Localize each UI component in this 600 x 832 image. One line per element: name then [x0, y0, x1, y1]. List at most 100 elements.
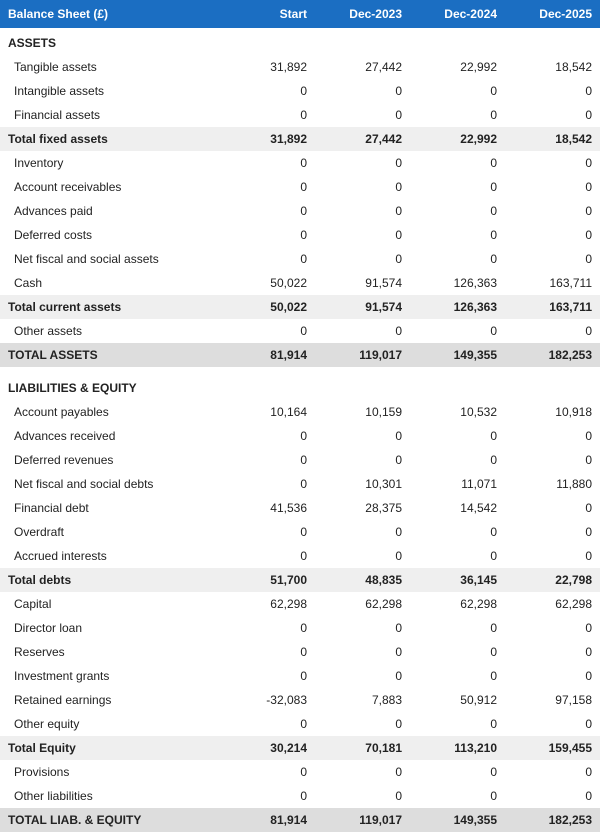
table-row: Account receivables0000 [0, 175, 600, 199]
table-row: Total fixed assets31,89227,44222,99218,5… [0, 127, 600, 151]
cell-value: 31,892 [220, 55, 315, 79]
header-title: Balance Sheet (£) [0, 0, 220, 28]
cell-value: 0 [505, 544, 600, 568]
cell-value: 97,158 [505, 688, 600, 712]
cell-value: 0 [410, 247, 505, 271]
row-label: Retained earnings [0, 688, 220, 712]
table-row: Net fiscal and social assets0000 [0, 247, 600, 271]
cell-value: 0 [505, 640, 600, 664]
cell-value: 0 [315, 223, 410, 247]
row-label: Other liabilities [0, 784, 220, 808]
cell-value: 0 [315, 760, 410, 784]
cell-value: 0 [410, 175, 505, 199]
table-row: Other liabilities0000 [0, 784, 600, 808]
cell-value: 0 [315, 448, 410, 472]
cell-value: 0 [220, 175, 315, 199]
cell-value: 126,363 [410, 295, 505, 319]
cell-value: 0 [505, 616, 600, 640]
table-row: Reserves0000 [0, 640, 600, 664]
cell-value: 0 [315, 616, 410, 640]
table-row: Advances received0000 [0, 424, 600, 448]
cell-value: 149,355 [410, 808, 505, 832]
cell-value: 0 [220, 223, 315, 247]
row-label: Total fixed assets [0, 127, 220, 151]
row-label: Total current assets [0, 295, 220, 319]
row-label: Advances paid [0, 199, 220, 223]
row-label: Reserves [0, 640, 220, 664]
table-row: Other assets0000 [0, 319, 600, 343]
cell-value: 0 [220, 199, 315, 223]
cell-value: 0 [505, 496, 600, 520]
cell-value: 0 [220, 784, 315, 808]
cell-value: 0 [505, 520, 600, 544]
cell-value: 0 [315, 199, 410, 223]
cell-value: 22,992 [410, 127, 505, 151]
cell-value: 81,914 [220, 343, 315, 367]
table-body: ASSETSTangible assets31,89227,44222,9921… [0, 28, 600, 832]
cell-value: 0 [410, 103, 505, 127]
cell-value: 0 [410, 664, 505, 688]
cell-value: 0 [505, 199, 600, 223]
table-row: Deferred revenues0000 [0, 448, 600, 472]
row-label: Account receivables [0, 175, 220, 199]
cell-value: 0 [220, 424, 315, 448]
cell-value: 27,442 [315, 127, 410, 151]
cell-value: 18,542 [505, 55, 600, 79]
row-label: Total debts [0, 568, 220, 592]
header-row: Balance Sheet (£) Start Dec-2023 Dec-202… [0, 0, 600, 28]
cell-value: 0 [505, 784, 600, 808]
cell-value: 62,298 [505, 592, 600, 616]
cell-value: 0 [410, 448, 505, 472]
table-row: Cash50,02291,574126,363163,711 [0, 271, 600, 295]
table-row: Investment grants0000 [0, 664, 600, 688]
row-label: Financial assets [0, 103, 220, 127]
cell-value: 0 [505, 448, 600, 472]
cell-value: 0 [315, 520, 410, 544]
cell-value: 62,298 [220, 592, 315, 616]
cell-value: 0 [315, 319, 410, 343]
cell-value: 70,181 [315, 736, 410, 760]
cell-value: 0 [315, 247, 410, 271]
cell-value: 50,022 [220, 271, 315, 295]
cell-value: 10,532 [410, 400, 505, 424]
cell-value: 91,574 [315, 271, 410, 295]
cell-value: 119,017 [315, 808, 410, 832]
section-label: ASSETS [0, 28, 600, 55]
table-row: TOTAL ASSETS81,914119,017149,355182,253 [0, 343, 600, 367]
cell-value: 11,071 [410, 472, 505, 496]
cell-value: 0 [410, 223, 505, 247]
cell-value: 28,375 [315, 496, 410, 520]
cell-value: 30,214 [220, 736, 315, 760]
cell-value: -32,083 [220, 688, 315, 712]
table-row: Tangible assets31,89227,44222,99218,542 [0, 55, 600, 79]
cell-value: 31,892 [220, 127, 315, 151]
cell-value: 119,017 [315, 343, 410, 367]
cell-value: 11,880 [505, 472, 600, 496]
cell-value: 0 [410, 712, 505, 736]
row-label: Advances received [0, 424, 220, 448]
cell-value: 22,992 [410, 55, 505, 79]
table-row: Financial assets0000 [0, 103, 600, 127]
row-label: TOTAL LIAB. & EQUITY [0, 808, 220, 832]
cell-value: 36,145 [410, 568, 505, 592]
cell-value: 48,835 [315, 568, 410, 592]
cell-value: 0 [220, 448, 315, 472]
cell-value: 159,455 [505, 736, 600, 760]
cell-value: 10,164 [220, 400, 315, 424]
cell-value: 0 [220, 319, 315, 343]
header-col-2: Dec-2024 [410, 0, 505, 28]
row-label: Overdraft [0, 520, 220, 544]
cell-value: 0 [315, 424, 410, 448]
header-col-3: Dec-2025 [505, 0, 600, 28]
table-row: Provisions0000 [0, 760, 600, 784]
cell-value: 0 [505, 247, 600, 271]
cell-value: 51,700 [220, 568, 315, 592]
table-row: Other equity0000 [0, 712, 600, 736]
row-label: Account payables [0, 400, 220, 424]
cell-value: 0 [220, 544, 315, 568]
cell-value: 0 [410, 520, 505, 544]
table-row: Net fiscal and social debts010,30111,071… [0, 472, 600, 496]
table-row: LIABILITIES & EQUITY [0, 373, 600, 400]
row-label: Intangible assets [0, 79, 220, 103]
cell-value: 182,253 [505, 808, 600, 832]
